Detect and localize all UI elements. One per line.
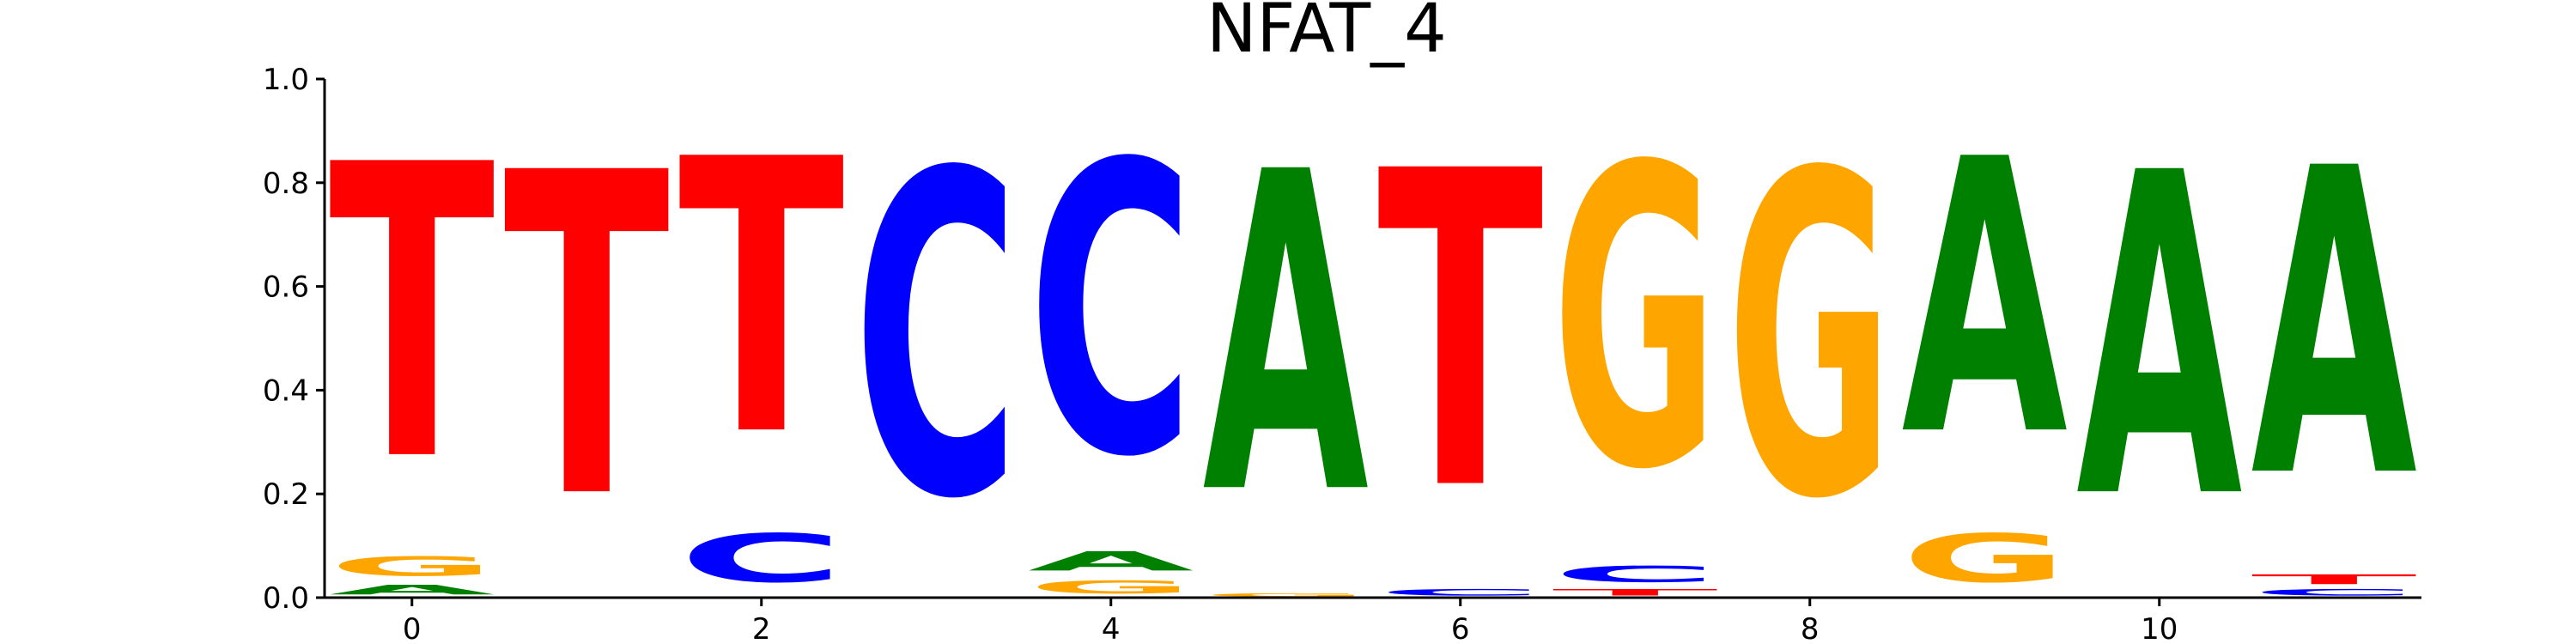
logo-letter-A-pos-4: A (1028, 546, 1194, 577)
x-tick-label-2: 2 (752, 612, 771, 644)
logo-letter-T-pos-1: T (504, 81, 671, 597)
logo-letter-G-pos-9: G (1902, 520, 2068, 598)
logo-letter-C-pos-2: C (678, 520, 844, 598)
logo-letter-G-pos-7: G (1552, 81, 1718, 561)
x-tick-label-0: 0 (403, 612, 422, 644)
logo-letter-A-pos-9: A (1902, 81, 2069, 519)
y-tick-label-1: 0.2 (263, 477, 309, 512)
logo-letter-G-pos-5: G (1203, 592, 1369, 598)
logo-letter-A-pos-10: A (2076, 80, 2244, 596)
logo-letter-C-pos-6: C (1377, 587, 1543, 598)
logo-letter-A-pos-0: A (329, 582, 495, 598)
logo-letter-G-pos-0: G (329, 551, 495, 582)
logo-letter-A-pos-11: A (2251, 80, 2419, 570)
logo-letter-T-pos-7: T (1552, 587, 1718, 598)
chart-title: NFAT_4 (1206, 0, 1447, 68)
logo-letter-A-pos-5: A (1203, 80, 1370, 591)
axes: 0 2 4 6 8 10 0.0 0.2 0.4 0.6 0.8 1.0 (263, 63, 2421, 644)
logo-letter-T-pos-6: T (1377, 79, 1545, 586)
logo-letter-G-pos-8: G (1727, 80, 1893, 596)
y-tick-label-4: 0.8 (263, 167, 309, 201)
x-tick-label-6: 6 (1451, 612, 1470, 644)
logo-letter-C-pos-7: C (1552, 562, 1718, 587)
x-tick-label-10: 10 (2141, 612, 2178, 644)
logo-letter-C-pos-3: C (854, 80, 1019, 596)
x-tick-label-4: 4 (1102, 612, 1121, 644)
y-tick-label-0: 0.0 (263, 581, 309, 616)
logo-letter-T-pos-0: T (329, 81, 496, 550)
logo-letter-T-pos-11: T (2251, 572, 2417, 587)
logo-letter-G-pos-4: G (1028, 577, 1194, 598)
logo-letter-C-pos-4: C (1028, 81, 1194, 545)
logo-letter-T-pos-2: T (678, 81, 846, 519)
logo-letter-C-pos-11: C (2251, 587, 2417, 598)
y-tick-label-2: 0.4 (263, 374, 309, 408)
y-tick-label-3: 0.6 (263, 270, 309, 305)
y-tick-label-5: 1.0 (263, 63, 309, 97)
x-tick-label-8: 8 (1801, 612, 1820, 644)
